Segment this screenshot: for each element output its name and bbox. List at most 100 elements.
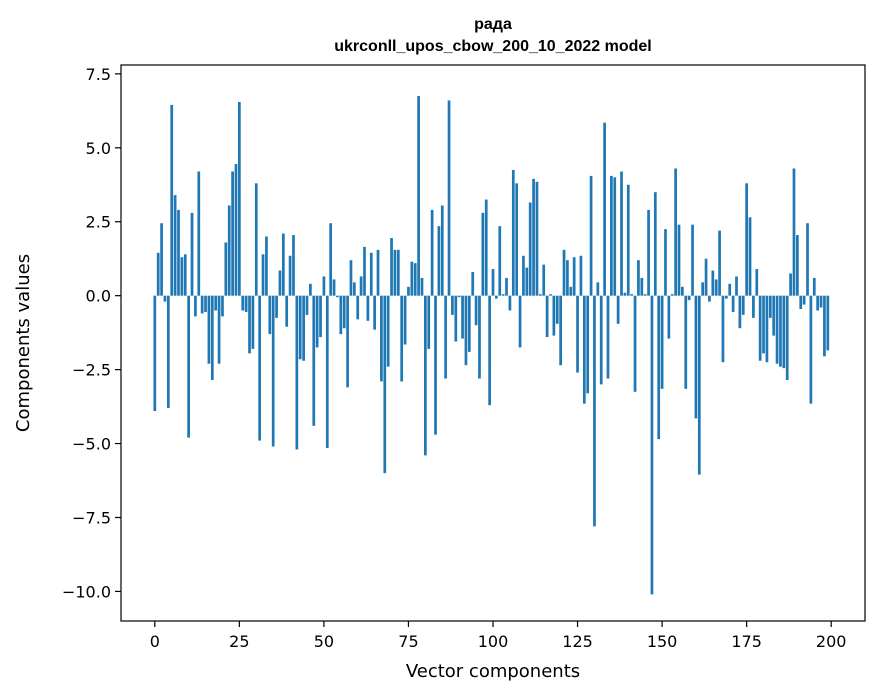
bar bbox=[718, 230, 721, 296]
bar bbox=[400, 295, 404, 382]
bar bbox=[403, 295, 407, 345]
y-tick-label: −10.0 bbox=[62, 582, 111, 601]
plot-frame bbox=[120, 64, 866, 622]
bar bbox=[210, 295, 214, 380]
bar bbox=[681, 286, 684, 296]
bar bbox=[670, 294, 674, 296]
bar bbox=[731, 295, 735, 312]
bar bbox=[687, 295, 691, 301]
x-axis-label: Vector components bbox=[406, 661, 580, 682]
bar bbox=[768, 295, 772, 318]
bar bbox=[376, 249, 380, 296]
x-tick-label: 200 bbox=[816, 632, 847, 651]
bar bbox=[647, 209, 650, 296]
bar bbox=[329, 223, 333, 296]
bar bbox=[285, 295, 289, 327]
bar bbox=[704, 258, 708, 296]
bar bbox=[234, 164, 238, 296]
bar bbox=[505, 277, 508, 296]
bar bbox=[812, 277, 816, 296]
bar bbox=[309, 283, 312, 296]
bar bbox=[667, 295, 671, 339]
x-tick-label: 25 bbox=[229, 632, 249, 651]
bar bbox=[748, 217, 752, 296]
bar bbox=[576, 295, 579, 373]
bar bbox=[281, 233, 285, 296]
bar bbox=[714, 279, 718, 296]
bar bbox=[758, 295, 762, 361]
bar bbox=[630, 294, 634, 296]
bar bbox=[694, 295, 698, 419]
bar bbox=[708, 295, 711, 302]
chart-title: рада bbox=[474, 16, 512, 33]
bar bbox=[373, 295, 376, 330]
bar bbox=[549, 294, 552, 296]
bar bbox=[163, 295, 167, 302]
bar bbox=[782, 295, 786, 369]
bar bbox=[789, 273, 792, 296]
bar bbox=[593, 295, 596, 527]
bar bbox=[569, 286, 573, 296]
bar bbox=[538, 294, 542, 296]
y-tick-label: −2.5 bbox=[72, 361, 111, 380]
bar bbox=[278, 270, 282, 296]
bar bbox=[498, 226, 502, 296]
bar bbox=[589, 175, 593, 296]
bar bbox=[728, 283, 732, 296]
bar bbox=[701, 282, 705, 296]
bar bbox=[288, 255, 292, 296]
bar bbox=[319, 295, 322, 338]
bar bbox=[643, 294, 647, 296]
bar bbox=[153, 295, 157, 412]
bar bbox=[217, 295, 221, 364]
bar bbox=[535, 181, 539, 296]
bar bbox=[633, 295, 637, 392]
bar bbox=[369, 252, 373, 296]
bar bbox=[200, 295, 204, 314]
bar bbox=[265, 236, 268, 296]
bar bbox=[396, 249, 400, 296]
bar bbox=[467, 295, 471, 352]
bar bbox=[268, 295, 272, 335]
x-tick-label: 125 bbox=[562, 632, 593, 651]
bar bbox=[231, 171, 234, 296]
bar bbox=[697, 295, 701, 475]
bar bbox=[755, 269, 759, 296]
bar bbox=[724, 295, 728, 299]
bar bbox=[275, 295, 278, 318]
bar bbox=[796, 235, 799, 296]
bar bbox=[261, 254, 265, 296]
x-tick-label: 50 bbox=[314, 632, 334, 651]
y-tick-label: 2.5 bbox=[86, 213, 111, 232]
bar bbox=[346, 295, 349, 388]
bar bbox=[393, 249, 397, 296]
bar bbox=[183, 254, 187, 296]
bar bbox=[613, 177, 617, 296]
bar bbox=[248, 295, 251, 354]
bar bbox=[241, 295, 245, 311]
bar bbox=[434, 295, 437, 435]
bar bbox=[677, 224, 681, 296]
bar bbox=[640, 277, 644, 296]
bar bbox=[194, 295, 197, 317]
bar bbox=[623, 292, 627, 296]
bar bbox=[738, 295, 742, 329]
bar bbox=[430, 209, 434, 296]
bar bbox=[721, 295, 725, 363]
bar bbox=[501, 294, 505, 296]
bar bbox=[315, 295, 319, 348]
bar bbox=[180, 257, 184, 296]
bar bbox=[785, 295, 789, 380]
bar bbox=[187, 295, 190, 438]
bar bbox=[603, 122, 606, 296]
bar bbox=[292, 235, 295, 296]
bar bbox=[515, 183, 519, 296]
bar bbox=[691, 224, 694, 296]
bar bbox=[322, 276, 326, 296]
bar bbox=[424, 295, 427, 456]
y-tick-label: −5.0 bbox=[72, 435, 111, 454]
x-tick-label: 175 bbox=[731, 632, 762, 651]
bar bbox=[664, 229, 667, 296]
bar bbox=[481, 212, 485, 296]
bar bbox=[582, 295, 586, 404]
